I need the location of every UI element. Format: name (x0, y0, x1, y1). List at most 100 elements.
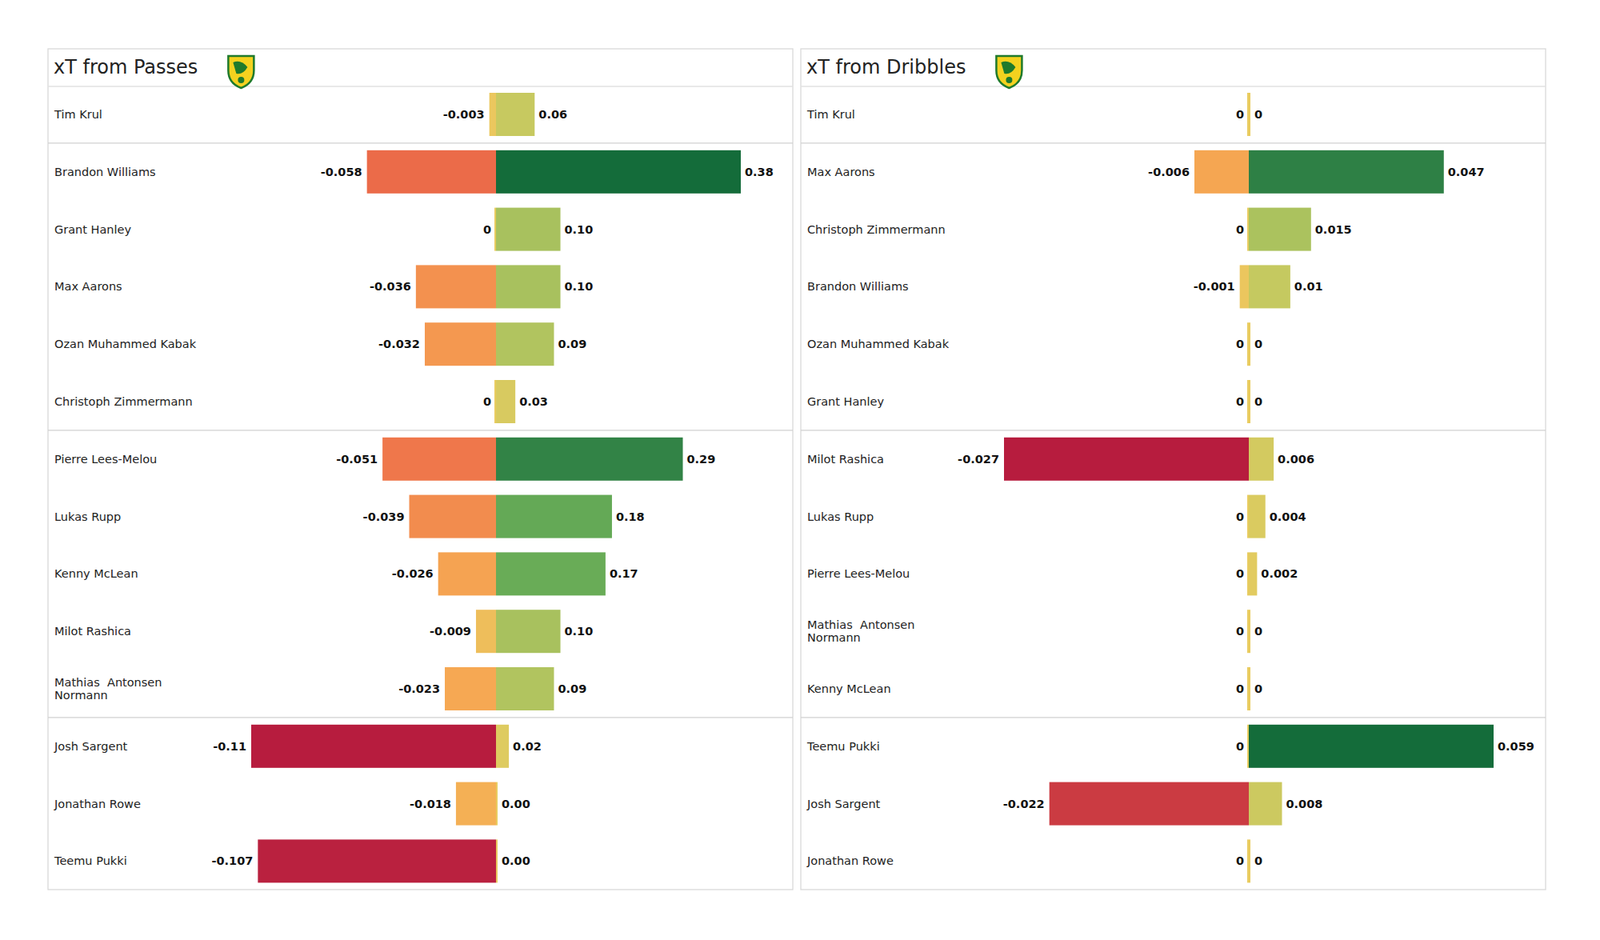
bar-negative (1247, 92, 1249, 136)
bar-positive (1248, 667, 1251, 711)
category-label: Tim Krul (806, 108, 856, 121)
bar-negative (251, 724, 496, 768)
category-label-line: Kenny McLean (54, 567, 139, 580)
category-label: Lukas Rupp (807, 510, 874, 524)
bar-positive (1248, 92, 1251, 136)
bar-positive (1248, 437, 1274, 481)
category-label: Brandon Williams (54, 165, 156, 179)
category-label: Pierre Lees-Melou (54, 452, 157, 466)
bar-negative (257, 839, 496, 883)
data-label: 0.09 (557, 337, 587, 351)
data-label: -0.009 (429, 624, 472, 638)
bar-positive (496, 264, 561, 308)
labels: Tim Krul-0.0030.06Brandon Williams-0.058… (53, 108, 774, 868)
category-label: Ozan Muhammed Kabak (54, 337, 197, 351)
data-label: -0.058 (320, 165, 363, 179)
bar-positive (1248, 150, 1444, 194)
category-label: Brandon Williams (807, 280, 909, 293)
bar-negative (1247, 208, 1249, 252)
data-label: 0.29 (687, 452, 716, 466)
category-label: Ozan Muhammed Kabak (807, 337, 950, 351)
bar-negative (1247, 322, 1249, 366)
bar-negative (444, 667, 496, 711)
bar-negative (1247, 495, 1249, 539)
category-label-line: Max Aarons (54, 280, 123, 293)
bar-negative (1240, 264, 1249, 308)
category-label: Jonathan Rowe (53, 797, 141, 811)
bar-positive (1248, 322, 1251, 366)
data-label: 0.00 (501, 854, 531, 868)
bar-negative (489, 92, 496, 136)
panel: xT from PassesTim Krul-0.0030.06Brandon … (48, 48, 793, 890)
category-label: Josh Sargent (806, 797, 881, 811)
category-label-line: Grant Hanley (807, 395, 884, 408)
bar-negative (409, 495, 496, 539)
bar-negative (1004, 437, 1249, 481)
category-label: Kenny McLean (807, 682, 892, 696)
data-label: 0.015 (1315, 223, 1352, 236)
category-label: Mathias AntonsenNormann (54, 676, 162, 702)
category-label-line: Lukas Rupp (807, 510, 874, 524)
category-label: Tim Krul (53, 108, 103, 121)
category-label: Grant Hanley (807, 395, 884, 408)
category-label-line: Lukas Rupp (54, 510, 121, 524)
category-label-line: Teemu Pukki (806, 740, 880, 753)
bar-positive (496, 322, 554, 366)
bar-positive (496, 782, 498, 826)
category-label-line: Normann (807, 631, 861, 644)
data-label: -0.018 (409, 797, 452, 811)
category-label-line: Christoph Zimmermann (54, 395, 193, 408)
data-label: 0.002 (1260, 567, 1298, 580)
bar-positive (1248, 782, 1282, 826)
category-label-line: Tim Krul (806, 108, 856, 121)
data-label: 0 (1236, 223, 1244, 236)
bar-negative (456, 782, 496, 826)
category-label: Josh Sargent (53, 740, 128, 753)
data-label: 0 (1254, 108, 1263, 121)
bar-negative (1247, 380, 1249, 424)
chart-root: xT from PassesTim Krul-0.0030.06Brandon … (0, 0, 1600, 940)
category-label: Mathias AntonsenNormann (807, 618, 915, 644)
data-label: 0.047 (1448, 165, 1485, 179)
category-label-line: Josh Sargent (53, 740, 128, 753)
bar-negative (494, 380, 496, 424)
data-label: -0.003 (443, 108, 485, 121)
category-label: Teemu Pukki (53, 854, 128, 868)
category-label: Milot Rashica (54, 624, 132, 638)
labels: Tim Krul00Max Aarons-0.0060.047Christoph… (806, 108, 1535, 868)
data-label: 0.10 (564, 624, 594, 638)
bar-positive (1248, 208, 1312, 252)
data-label: 0 (483, 395, 492, 408)
data-label: 0 (1236, 567, 1244, 580)
data-label: 0 (1236, 624, 1244, 638)
bar-positive (1248, 609, 1251, 653)
panel-frame (48, 48, 793, 890)
category-label: Teemu Pukki (806, 740, 880, 753)
data-label: -0.11 (212, 740, 247, 753)
panel: xT from DribblesTim Krul00Max Aarons-0.0… (800, 48, 1546, 890)
bar-negative (367, 150, 496, 194)
bar-positive (496, 609, 561, 653)
data-label: -0.036 (369, 280, 412, 293)
data-label: 0.09 (557, 682, 587, 696)
data-label: 0.03 (519, 395, 548, 408)
data-label: 0.02 (512, 740, 542, 753)
logo (1000, 61, 1016, 74)
title-divider (800, 85, 1546, 87)
bar-negative (1247, 839, 1249, 883)
group-separator (800, 142, 1546, 144)
category-label-line: Tim Krul (53, 108, 103, 121)
category-label-line: Teemu Pukki (53, 854, 128, 868)
category-label-line: Kenny McLean (807, 682, 892, 696)
data-label: 0 (1254, 337, 1263, 351)
category-label-line: Normann (54, 688, 108, 702)
logo (232, 61, 248, 74)
title: xT from Dribbles (806, 56, 966, 79)
bar-positive (496, 724, 509, 768)
data-label: 0.10 (564, 280, 594, 293)
data-label: 0.17 (609, 567, 639, 580)
category-label-line: Brandon Williams (54, 165, 156, 179)
data-label: -0.001 (1193, 280, 1236, 293)
bar-positive (1248, 264, 1291, 308)
logo (228, 56, 254, 88)
